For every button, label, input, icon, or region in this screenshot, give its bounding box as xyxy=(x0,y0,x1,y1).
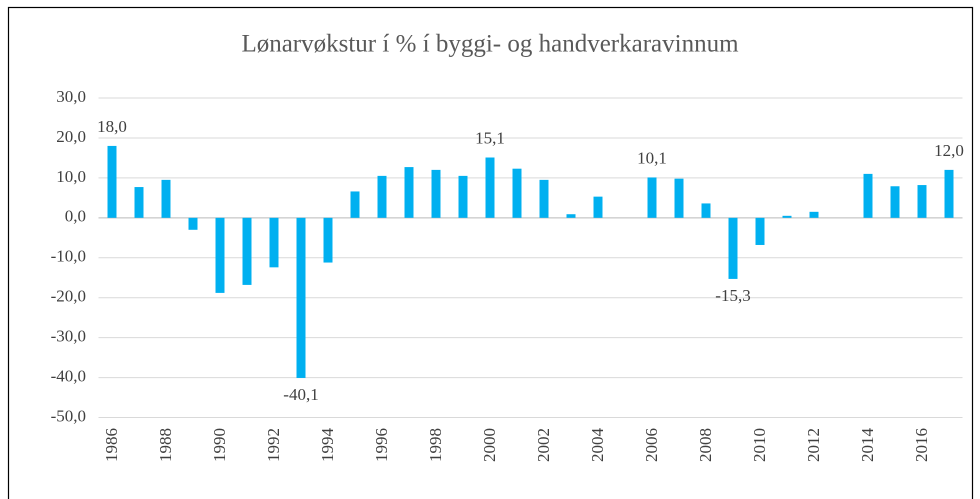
y-tick-label: -20,0 xyxy=(51,287,86,306)
bar xyxy=(350,191,360,218)
bar xyxy=(296,217,306,378)
bar xyxy=(269,217,279,268)
y-tick-label: 20,0 xyxy=(56,127,86,146)
x-tick-label: 2010 xyxy=(750,428,769,462)
data-label: 15,1 xyxy=(475,128,505,147)
x-tick-label: 1992 xyxy=(264,428,283,462)
x-tick-label: 1988 xyxy=(156,428,175,462)
data-label: 18,0 xyxy=(97,117,127,136)
x-tick-label: 2012 xyxy=(804,428,823,462)
bar xyxy=(782,215,792,218)
x-tick-label: 2000 xyxy=(480,428,499,462)
data-label: -40,1 xyxy=(283,385,318,404)
bar xyxy=(215,217,225,293)
x-tick-label: 1994 xyxy=(318,428,337,463)
bar xyxy=(107,145,117,218)
bar xyxy=(134,187,144,218)
y-tick-label: 10,0 xyxy=(56,167,86,186)
chart-title: Lønarvøkstur í % í byggi- og handverkara… xyxy=(241,31,739,58)
bar xyxy=(458,175,468,218)
bar xyxy=(431,169,441,218)
x-tick-label: 2002 xyxy=(534,428,553,462)
bar xyxy=(728,217,738,279)
x-tick-label: 2006 xyxy=(642,428,661,462)
y-tick-label: -10,0 xyxy=(51,247,86,266)
bar xyxy=(809,211,819,218)
x-tick-label: 2016 xyxy=(912,428,931,462)
y-tick-label: -50,0 xyxy=(51,406,86,425)
bar xyxy=(755,217,765,245)
bar xyxy=(539,179,549,218)
bar xyxy=(701,203,711,218)
y-tick-label: 0,0 xyxy=(65,207,86,226)
x-tick-label: 1990 xyxy=(210,428,229,462)
data-label: 12,0 xyxy=(934,141,964,160)
data-label: -15,3 xyxy=(715,286,750,305)
bar xyxy=(404,167,414,218)
x-tick-label: 1986 xyxy=(102,428,121,462)
bar xyxy=(593,196,603,218)
y-tick-label: -30,0 xyxy=(51,327,86,346)
bar xyxy=(863,173,873,218)
bar xyxy=(647,177,657,218)
y-tick-label: 30,0 xyxy=(56,87,86,106)
bar xyxy=(917,185,927,218)
bar xyxy=(188,217,198,230)
bar xyxy=(566,214,576,218)
bar xyxy=(323,217,333,263)
bar xyxy=(674,178,684,218)
y-tick-label: -40,0 xyxy=(51,366,86,385)
x-tick-label: 1996 xyxy=(372,428,391,462)
x-tick-label: 2008 xyxy=(696,428,715,462)
bar xyxy=(242,217,252,285)
x-tick-label: 2014 xyxy=(858,428,877,463)
x-tick-label: 1998 xyxy=(426,428,445,462)
bar xyxy=(944,169,954,218)
bar xyxy=(890,186,900,218)
x-tick-label: 2004 xyxy=(588,428,607,463)
bar xyxy=(161,179,171,218)
bar xyxy=(512,168,522,218)
bar xyxy=(485,157,495,218)
chart-border xyxy=(7,6,974,499)
data-label: 10,1 xyxy=(637,148,667,167)
bar xyxy=(377,175,387,218)
